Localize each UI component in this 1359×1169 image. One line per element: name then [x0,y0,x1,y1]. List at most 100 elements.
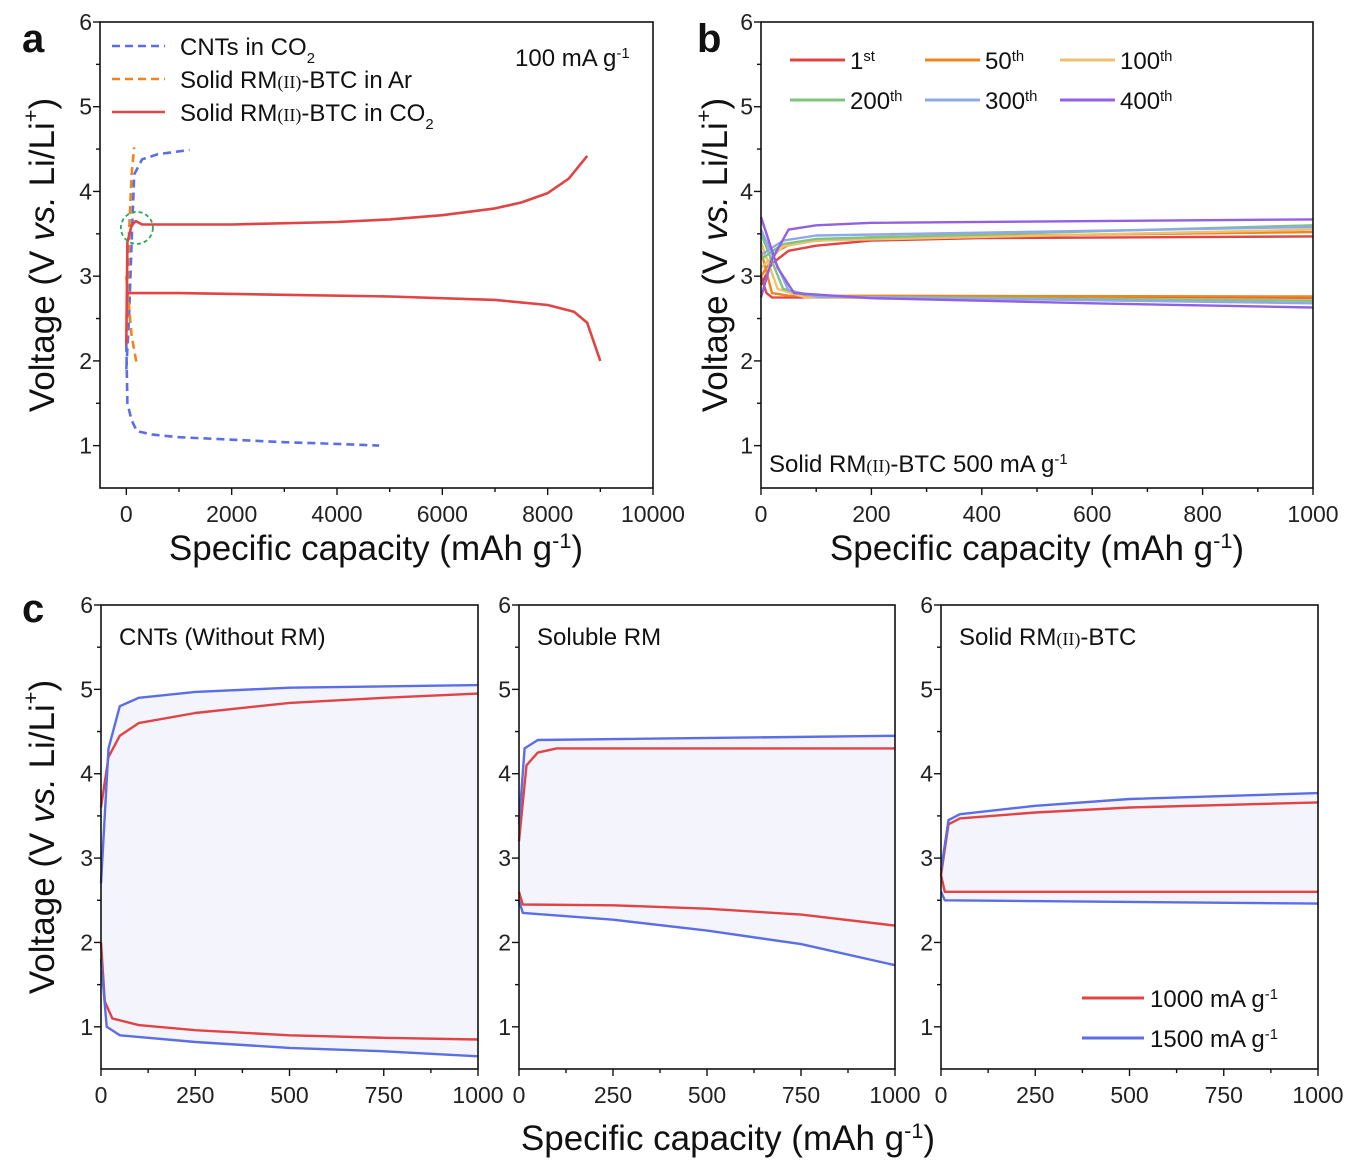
x-tick-label: 0 [120,501,133,527]
capacity-band [519,735,895,966]
text-segment: th [1160,49,1172,65]
series-line-charge [759,241,1314,302]
series-line-charge [939,891,1319,905]
text-segment: 1500 mA g [1150,1026,1265,1053]
text-segment: + [18,692,43,705]
text-segment: -1 [1213,528,1232,553]
legend-label: 1000 mA g-1 [1150,986,1278,1013]
legend-label: 100th [1120,48,1172,75]
x-tick-label: 0 [935,1082,948,1108]
legend-label: 1st [850,48,876,75]
plot-b: 1 2 3 4 5 6 0 200 400 600 800 1000 [740,9,1338,527]
text-segment: -BTC in CO [301,100,425,127]
series-line-charge [125,148,190,370]
x-tick-label: 750 [1205,1082,1243,1108]
panel-label-a: a [22,17,45,61]
y-tick-label: 3 [498,845,511,871]
text-segment: (II) [277,72,301,93]
text-segment: 1 [850,48,863,75]
text-segment: -1 [1265,1027,1278,1043]
panel-label-b: b [697,17,721,61]
y-tick-label: 2 [740,348,753,374]
text-segment: 300 [985,88,1025,115]
text-segment: ) [696,98,735,110]
text-segment: vs. [23,778,62,823]
y-tick-label: 2 [498,929,511,955]
y-tick-label: 6 [80,592,93,618]
series-line-discharge [99,683,479,884]
x-tick-label: 600 [1073,501,1111,527]
text-segment: 200 [850,88,890,115]
text-segment: (II) [1056,629,1080,650]
x-tick-label: 2000 [206,501,257,527]
series-line-charge [939,874,1318,893]
x-tick-label: 1000 [1292,1082,1343,1108]
y-tick-label: 2 [79,348,92,374]
series-line-charge [759,250,1314,298]
series-line-discharge [759,218,1314,298]
legend-label: 200th [850,88,902,115]
text-segment: + [691,110,716,123]
rate-annotation: 100 mA g-1 [515,45,630,72]
text-segment: -BTC [1080,624,1136,651]
y-tick-label: 6 [498,592,511,618]
x-axis-label-c: Specific capacity (mAh g-1) [521,1118,935,1159]
text-segment: Soluble RM [537,624,661,651]
text-segment: vs. [23,196,62,241]
x-tick-label: 400 [963,501,1001,527]
text-segment: Solid RM [769,451,866,478]
x-tick-label: 250 [176,1082,214,1108]
series-line-discharge [126,291,602,362]
y-tick-label: 5 [498,676,511,702]
text-segment: 2 [425,117,433,133]
y-tick-label: 3 [79,263,92,289]
text-segment: Solid RM [180,100,277,127]
highlight-circle [119,210,154,245]
x-tick-label: 1000 [452,1082,503,1108]
text-segment: ) [23,98,62,110]
series-line-charge [99,942,479,1041]
rate-annotation: Solid RM(II)-BTC 500 mA g-1 [769,451,1068,478]
x-tick-label: 0 [95,1082,108,1108]
text-segment: 400 [1120,88,1160,115]
series-line-discharge [759,235,1314,286]
x-tick-label: 4000 [311,501,362,527]
legend-label: 300th [985,88,1037,115]
y-tick-label: 4 [498,761,511,787]
panel-label-c: c [22,587,44,631]
y-tick-label: 2 [80,929,93,955]
text-segment: 2 [307,51,315,67]
y-tick-label: 1 [79,433,92,459]
text-segment: Specific capacity (mAh g [830,529,1213,568]
text-segment: -BTC 500 mA g [890,451,1054,478]
legend-label: 50th [985,48,1024,75]
y-tick-label: 5 [740,94,753,120]
legend-label: 1500 mA g-1 [1150,1026,1278,1053]
text-segment: vs. [696,196,735,241]
capacity-band [941,793,1318,904]
y-tick-label: 3 [740,263,753,289]
series-line-discharge [99,692,479,808]
y-tick-label: 1 [740,433,753,459]
x-tick-label: 500 [688,1082,726,1108]
text-segment: Li/Li [23,704,62,778]
x-tick-label: 250 [1016,1082,1054,1108]
series-line-discharge [517,734,896,825]
series-line-charge [517,899,896,967]
series-line-discharge [939,791,1319,871]
x-tick-label: 250 [594,1082,632,1108]
text-segment: -1 [904,1118,923,1143]
text-segment: (II) [277,105,301,126]
x-tick-label: 1000 [1287,501,1338,527]
text-segment: Voltage (V [23,241,62,412]
y-tick-label: 1 [920,1014,933,1040]
text-segment: (II) [866,456,890,477]
y-tick-label: 1 [498,1014,511,1040]
x-tick-label: 10000 [621,501,685,527]
y-tick-label: 4 [920,761,933,787]
text-segment: 100 mA g [515,45,616,72]
panel-title: Soluble RM [537,624,661,651]
text-segment: th [1012,49,1024,65]
text-segment: th [1160,89,1172,105]
